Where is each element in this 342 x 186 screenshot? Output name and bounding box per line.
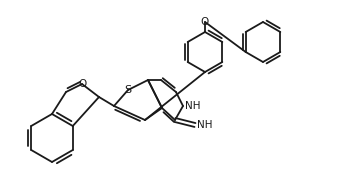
Text: O: O [78,79,86,89]
Text: O: O [201,17,209,27]
Text: S: S [124,85,132,95]
Text: NH: NH [185,101,200,111]
Text: NH: NH [197,120,212,130]
